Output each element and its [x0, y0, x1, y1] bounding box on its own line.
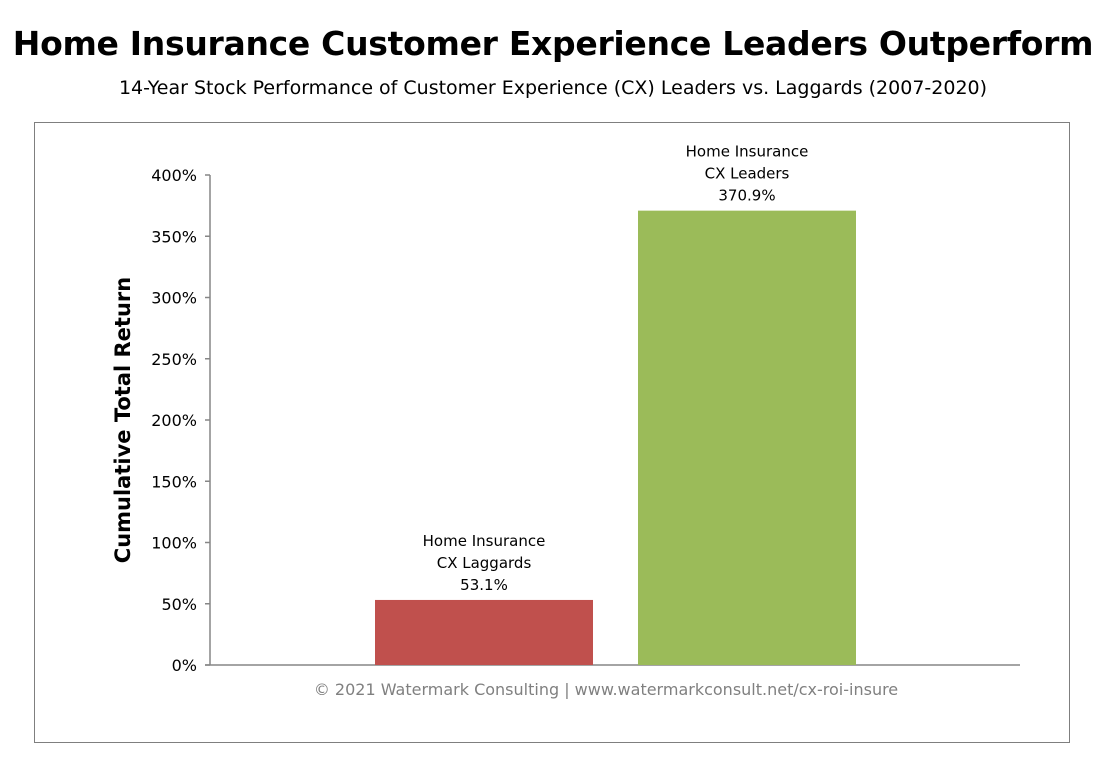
data-label: 53.1%: [460, 576, 508, 594]
data-label: Home Insurance: [686, 143, 809, 161]
y-tick-label: 350%: [151, 227, 197, 246]
y-tick-label: 0%: [172, 656, 197, 675]
bar-laggards: [375, 599, 593, 665]
y-tick-label: 200%: [151, 411, 197, 430]
data-label: Home Insurance: [423, 532, 546, 550]
data-label: CX Leaders: [705, 165, 790, 183]
y-tick-label: 250%: [151, 350, 197, 369]
y-tick-label: 100%: [151, 534, 197, 553]
data-label: CX Laggards: [437, 554, 532, 572]
y-tick-label: 400%: [151, 166, 197, 185]
y-tick-label: 150%: [151, 472, 197, 491]
data-label: 370.9%: [718, 187, 775, 205]
y-tick-label: 50%: [161, 595, 197, 614]
chart-title: Home Insurance Customer Experience Leade…: [12, 24, 1094, 63]
y-axis-label: Cumulative Total Return: [111, 277, 135, 563]
bar-leaders: [638, 210, 856, 665]
chart-subtitle: 14-Year Stock Performance of Customer Ex…: [118, 77, 988, 99]
footer-credit: © 2021 Watermark Consulting | www.waterm…: [314, 680, 898, 699]
y-tick-label: 300%: [151, 289, 197, 308]
chart-frame: [34, 122, 1070, 743]
